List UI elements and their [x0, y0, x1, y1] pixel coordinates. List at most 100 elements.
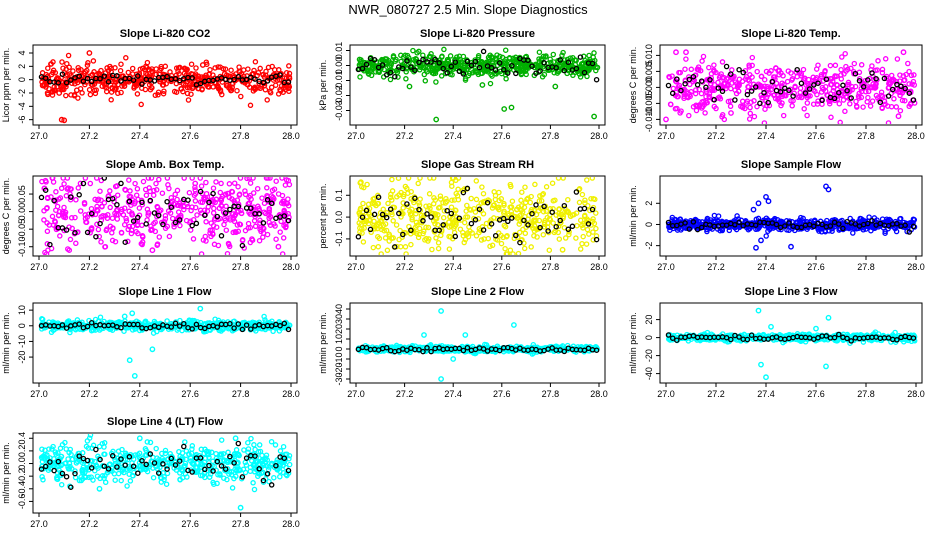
data-point — [674, 105, 680, 112]
outlier-point — [129, 310, 136, 317]
data-point — [886, 216, 893, 223]
reference-point — [164, 198, 170, 205]
data-point — [573, 235, 579, 241]
outlier-point — [559, 246, 566, 253]
y-tick-label: -4 — [17, 102, 27, 110]
data-point — [165, 182, 171, 188]
data-point — [828, 114, 834, 121]
data-point — [421, 71, 428, 78]
outlier-point — [86, 50, 93, 56]
data-point — [93, 177, 100, 181]
data-point — [696, 86, 702, 93]
data-point — [228, 67, 234, 73]
data-point — [72, 81, 78, 87]
data-point — [429, 65, 436, 71]
data-point — [788, 97, 794, 104]
data-point — [433, 79, 439, 85]
reference-point — [383, 214, 390, 221]
x-tick-label: 27.2 — [81, 262, 99, 272]
data-point — [865, 94, 871, 101]
data-point — [559, 52, 565, 59]
reference-point — [557, 57, 563, 63]
data-point — [187, 227, 194, 233]
reference-point — [823, 76, 830, 82]
data-point — [853, 98, 859, 105]
data-point — [430, 177, 437, 181]
data-point — [279, 251, 286, 255]
data-point — [186, 189, 193, 196]
data-point — [234, 87, 240, 94]
data-point — [834, 96, 841, 103]
reference-point — [852, 70, 859, 77]
data-point — [485, 54, 492, 61]
x-tick-label: 27.6 — [493, 131, 511, 141]
reference-point — [484, 348, 491, 354]
reference-point — [444, 207, 450, 214]
data-point — [356, 210, 362, 216]
y-tick-label: -6 — [17, 116, 27, 124]
data-point — [706, 64, 712, 71]
reference-point — [47, 241, 53, 248]
data-point — [167, 210, 174, 216]
data-point — [247, 102, 254, 109]
reference-point — [831, 95, 838, 102]
plot-frame — [349, 175, 606, 257]
reference-point — [848, 95, 854, 101]
data-point — [252, 86, 258, 93]
data-point — [404, 185, 410, 192]
data-point — [385, 200, 391, 207]
reference-point — [815, 80, 821, 86]
data-point — [131, 200, 138, 207]
data-point — [451, 219, 458, 225]
data-point — [761, 76, 768, 83]
reference-point — [593, 76, 600, 83]
reference-point — [873, 75, 879, 82]
data-point — [574, 222, 580, 229]
data-point — [39, 316, 45, 322]
panel-title: Slope Line 3 Flow — [745, 286, 838, 298]
data-point — [140, 178, 147, 185]
x-tick-label: 27.8 — [857, 262, 875, 272]
data-point — [805, 76, 812, 83]
data-point — [159, 190, 166, 196]
outlier-point — [126, 357, 133, 364]
reference-point — [561, 67, 568, 74]
data-point — [842, 108, 848, 115]
data-point — [593, 67, 599, 74]
data-point — [109, 215, 116, 221]
data-point — [280, 89, 286, 95]
data-point — [280, 235, 287, 241]
reference-point — [210, 190, 216, 197]
data-point — [851, 60, 858, 67]
data-point — [415, 180, 421, 187]
data-point — [210, 185, 217, 191]
x-tick-label: 27.0 — [657, 131, 675, 141]
data-point — [250, 190, 257, 196]
data-point — [286, 70, 293, 77]
reference-point — [521, 217, 527, 224]
y-tick-label: 0 — [644, 335, 654, 340]
reference-point — [371, 211, 378, 218]
data-point — [487, 243, 493, 250]
reference-point — [189, 75, 195, 81]
y-tick-label: 0 — [17, 77, 27, 82]
data-point — [174, 187, 181, 194]
data-point — [166, 233, 173, 240]
x-tick-label: 27.2 — [707, 389, 725, 399]
data-point — [143, 192, 150, 199]
reference-point — [456, 215, 463, 221]
data-point — [395, 177, 402, 181]
reference-point — [277, 322, 283, 329]
outlier-point — [149, 346, 156, 353]
x-tick-label: 27.4 — [444, 262, 462, 272]
data-point — [147, 188, 153, 195]
data-point — [231, 218, 238, 225]
x-tick-label: 27.0 — [347, 131, 365, 141]
data-point — [271, 186, 278, 192]
reference-point — [59, 322, 66, 328]
data-point — [893, 78, 900, 85]
reference-point — [773, 221, 780, 228]
data-point — [48, 194, 54, 200]
reference-point — [464, 344, 471, 351]
